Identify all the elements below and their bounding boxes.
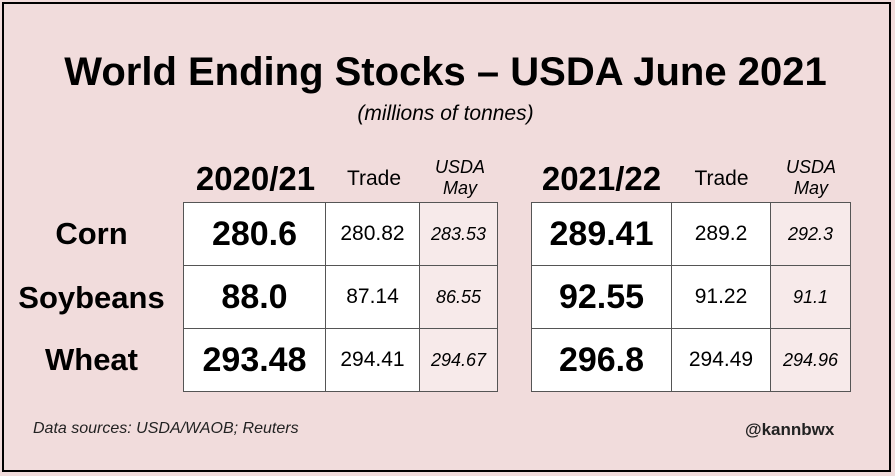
row-label-soybeans: Soybeans (18, 280, 165, 315)
year-header-2021-22: 2021/22 (541, 160, 662, 197)
row-label-corn: Corn (55, 216, 128, 251)
may-cell-soybeans-2020-21: 86.55 (419, 265, 498, 329)
usda-may-header-2021-22: USDA May (785, 157, 836, 198)
table-row: 293.48 294.41 294.67 (183, 328, 498, 392)
author-handle: @kannbwx (745, 420, 835, 439)
data-source-note: Data sources: USDA/WAOB; Reuters (33, 420, 299, 437)
trade-cell-soybeans-2021-22: 91.22 (671, 265, 771, 329)
trade-header-2020-21: Trade (346, 167, 402, 190)
trade-cell-wheat-2021-22: 294.49 (671, 328, 771, 392)
usda-cell-wheat-2021-22: 296.8 (531, 328, 672, 392)
stocks-table-2021-22: 289.41 289.2 292.3 92.55 91.22 91.1 296.… (531, 202, 851, 392)
may-cell-wheat-2021-22: 294.96 (770, 328, 851, 392)
may-cell-wheat-2020-21: 294.67 (419, 328, 498, 392)
may-cell-corn-2020-21: 283.53 (419, 202, 498, 266)
stocks-table-2020-21: 280.6 280.82 283.53 88.0 87.14 86.55 293… (183, 202, 498, 392)
year-header-2020-21: 2020/21 (195, 160, 316, 197)
may-cell-soybeans-2021-22: 91.1 (770, 265, 851, 329)
usda-cell-corn-2020-21: 280.6 (183, 202, 326, 266)
trade-cell-corn-2021-22: 289.2 (671, 202, 771, 266)
trade-header-2021-22: Trade (694, 167, 749, 190)
usda-cell-soybeans-2021-22: 92.55 (531, 265, 672, 329)
table-row: 92.55 91.22 91.1 (531, 265, 851, 329)
trade-cell-wheat-2020-21: 294.41 (325, 328, 420, 392)
table-row: 296.8 294.49 294.96 (531, 328, 851, 392)
trade-cell-soybeans-2020-21: 87.14 (325, 265, 420, 329)
usda-cell-soybeans-2020-21: 88.0 (183, 265, 326, 329)
chart-title: World Ending Stocks – USDA June 2021 (64, 50, 827, 94)
may-cell-corn-2021-22: 292.3 (770, 202, 851, 266)
usda-may-header-2020-21: USDA May (434, 157, 485, 198)
usda-cell-corn-2021-22: 289.41 (531, 202, 672, 266)
table-row: 280.6 280.82 283.53 (183, 202, 498, 266)
chart-subtitle: (millions of tonnes) (357, 102, 534, 125)
table-row: 88.0 87.14 86.55 (183, 265, 498, 329)
usda-cell-wheat-2020-21: 293.48 (183, 328, 326, 392)
trade-cell-corn-2020-21: 280.82 (325, 202, 420, 266)
row-label-wheat: Wheat (45, 342, 138, 377)
table-row: 289.41 289.2 292.3 (531, 202, 851, 266)
